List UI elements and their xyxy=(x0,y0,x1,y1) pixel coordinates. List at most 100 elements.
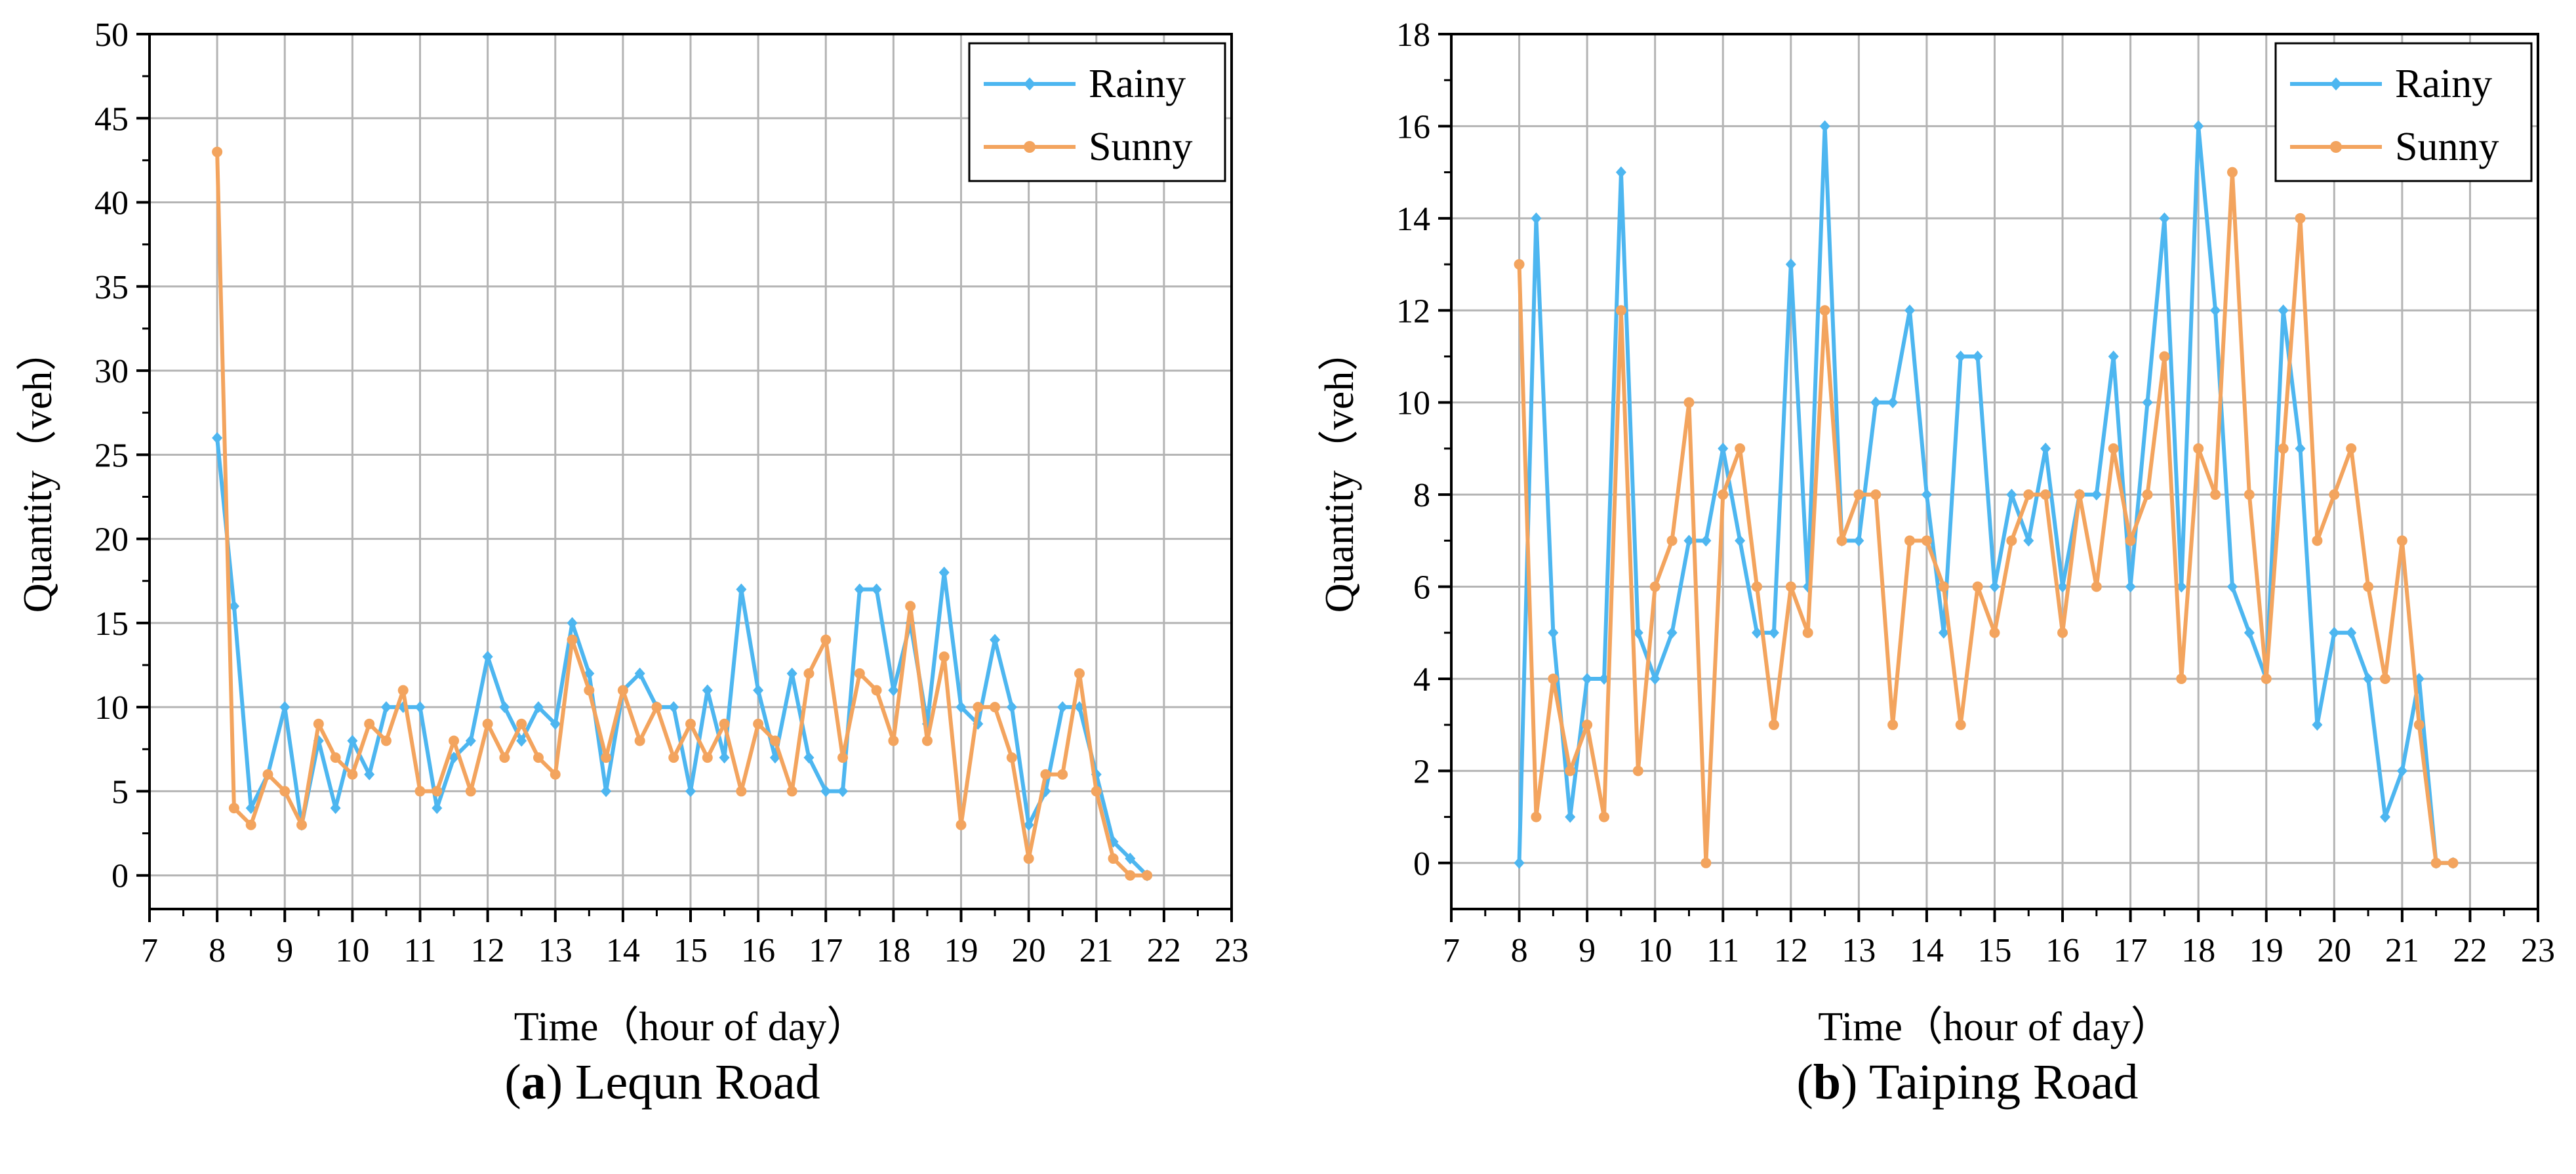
legend-label-rainy: Rainy xyxy=(2395,62,2492,106)
data-point-rainy xyxy=(2142,396,2153,409)
data-point-rainy xyxy=(1023,819,1034,831)
y-tick-label: 14 xyxy=(1396,201,1430,238)
y-tick-label: 16 xyxy=(1396,108,1430,146)
data-point-rainy xyxy=(432,802,443,815)
data-point-sunny xyxy=(1819,305,1830,316)
chart-panel-a: 7 8 9 10 11 12 13 14 15 16 17 18 19 20 21 22 23 0 5 10 15 20 2… xyxy=(16,16,1249,1110)
data-point-sunny xyxy=(668,752,679,763)
data-point-rainy xyxy=(634,667,645,679)
data-point-rainy xyxy=(279,701,291,714)
x-tick-label: 23 xyxy=(2521,932,2555,969)
series-rainy xyxy=(1514,120,2459,869)
data-point-sunny xyxy=(2312,535,2323,546)
data-point-rainy xyxy=(2108,350,2119,363)
data-point-sunny xyxy=(837,752,849,763)
data-point-sunny xyxy=(1802,627,1813,638)
data-point-rainy xyxy=(753,684,764,697)
y-tick-label: 12 xyxy=(1396,293,1430,330)
series-sunny xyxy=(1514,167,2459,868)
y-tick-label: 2 xyxy=(1413,753,1430,790)
data-point-sunny xyxy=(245,819,256,830)
data-point-sunny xyxy=(2278,443,2289,454)
data-point-sunny xyxy=(533,752,544,763)
data-point-sunny xyxy=(449,735,460,746)
data-point-rainy xyxy=(2023,535,2034,547)
data-point-sunny xyxy=(330,752,341,763)
data-point-rainy xyxy=(1701,535,1712,547)
grid xyxy=(150,34,1232,909)
data-point-sunny xyxy=(1531,811,1542,822)
data-point-sunny xyxy=(2108,443,2119,454)
data-point-sunny xyxy=(2057,627,2068,638)
data-point-rainy xyxy=(837,785,849,798)
data-point-sunny xyxy=(1972,581,1983,592)
caption-paren-open: ( xyxy=(504,1055,521,1110)
data-point-rainy xyxy=(1531,212,1542,224)
data-point-rainy xyxy=(1870,396,1882,409)
data-point-sunny xyxy=(2210,489,2221,500)
data-point-sunny xyxy=(2363,581,2374,592)
x-tick-label: 17 xyxy=(809,932,843,969)
x-tick-label: 12 xyxy=(1774,932,1808,969)
x-tick-label: 8 xyxy=(209,932,226,969)
data-point-sunny xyxy=(1666,535,1678,546)
x-tick-label: 16 xyxy=(741,932,775,969)
y-tick-label: 50 xyxy=(94,16,129,54)
data-point-rainy xyxy=(1853,535,1864,547)
data-point-rainy xyxy=(1125,853,1136,865)
data-point-rainy xyxy=(1632,626,1643,639)
x-tick-label: 11 xyxy=(403,932,436,969)
data-point-rainy xyxy=(1955,350,1966,363)
data-point-rainy xyxy=(1548,626,1559,639)
data-point-sunny xyxy=(1904,535,1916,546)
legend: Rainy Sunny xyxy=(2274,42,2533,182)
y-axis-title: Quantity（veh） xyxy=(1318,331,1362,613)
x-tick-label: 9 xyxy=(1579,932,1596,969)
data-point-sunny xyxy=(296,819,308,830)
data-point-sunny xyxy=(2261,673,2272,684)
data-point-rainy xyxy=(1768,626,1779,639)
data-point-sunny xyxy=(685,718,696,729)
x-tick-label: 17 xyxy=(2114,932,2148,969)
data-point-sunny xyxy=(651,702,662,713)
data-point-rainy xyxy=(414,701,426,714)
data-point-rainy xyxy=(1904,304,1916,317)
data-point-rainy xyxy=(364,768,375,780)
x-tick-label: 23 xyxy=(1215,932,1249,969)
data-point-rainy xyxy=(2057,580,2068,593)
data-point-sunny xyxy=(1074,668,1085,679)
chart-panel-b: 7 8 9 10 11 12 13 14 15 16 17 18 19 20 21 22 23 0 2 4 6 8 10 12… xyxy=(1318,16,2555,1110)
x-tick-label: 7 xyxy=(141,932,158,969)
y-tick-label: 0 xyxy=(1413,845,1430,883)
data-point-rainy xyxy=(1666,626,1678,639)
data-point-rainy xyxy=(2006,489,2017,501)
y-tick-label: 6 xyxy=(1413,569,1430,607)
x-tick-label: 14 xyxy=(1910,932,1944,969)
y-tick-label: 40 xyxy=(94,185,129,222)
data-point-rainy xyxy=(888,684,899,697)
data-point-sunny xyxy=(990,702,1001,713)
data-point-rainy xyxy=(2159,212,2170,224)
x-axis-title: Time（hour of day） xyxy=(1818,1005,2171,1049)
data-point-rainy xyxy=(2176,580,2187,593)
data-point-rainy xyxy=(2278,304,2289,317)
y-axis: 0 2 4 6 8 10 12 14 16 18 xyxy=(1396,16,1451,883)
data-point-sunny xyxy=(228,803,239,814)
data-point-sunny xyxy=(516,718,527,729)
y-tick-label: 30 xyxy=(94,353,129,390)
y-tick-label: 25 xyxy=(94,437,129,474)
caption-text: Taiping Road xyxy=(1857,1055,2138,1110)
data-point-rainy xyxy=(212,432,223,444)
data-point-sunny xyxy=(313,718,324,729)
y-tick-label: 5 xyxy=(111,773,129,811)
series-line-sunny xyxy=(1517,170,2453,865)
data-point-sunny xyxy=(938,651,950,662)
data-point-sunny xyxy=(1514,259,1525,270)
caption-paren-close: ) xyxy=(1841,1055,1857,1110)
y-tick-label: 18 xyxy=(1396,16,1430,54)
legend-marker-sunny xyxy=(2330,141,2342,153)
data-point-sunny xyxy=(2176,673,2187,684)
data-point-sunny xyxy=(888,735,899,746)
data-point-sunny xyxy=(212,146,223,157)
legend-label-sunny: Sunny xyxy=(2395,125,2499,169)
